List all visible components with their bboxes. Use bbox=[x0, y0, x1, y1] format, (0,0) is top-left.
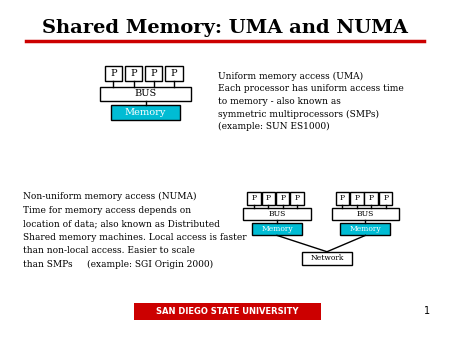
Text: P: P bbox=[150, 69, 157, 78]
FancyBboxPatch shape bbox=[105, 66, 122, 81]
Text: P: P bbox=[295, 194, 300, 202]
Text: Memory: Memory bbox=[125, 108, 166, 117]
Text: SAN DIEGO STATE UNIVERSITY: SAN DIEGO STATE UNIVERSITY bbox=[156, 307, 299, 316]
FancyBboxPatch shape bbox=[125, 66, 142, 81]
FancyBboxPatch shape bbox=[276, 192, 289, 204]
FancyBboxPatch shape bbox=[336, 192, 349, 204]
FancyBboxPatch shape bbox=[134, 303, 321, 320]
FancyBboxPatch shape bbox=[247, 192, 261, 204]
FancyBboxPatch shape bbox=[341, 223, 391, 235]
Text: P: P bbox=[354, 194, 360, 202]
Text: P: P bbox=[340, 194, 345, 202]
FancyBboxPatch shape bbox=[111, 104, 180, 120]
Text: P: P bbox=[110, 69, 117, 78]
Text: P: P bbox=[266, 194, 271, 202]
FancyBboxPatch shape bbox=[350, 192, 364, 204]
Text: Non-uniform memory access (NUMA)
Time for memory access depends on
location of d: Non-uniform memory access (NUMA) Time fo… bbox=[23, 192, 247, 269]
Text: 1: 1 bbox=[424, 306, 430, 316]
FancyBboxPatch shape bbox=[100, 87, 191, 101]
FancyBboxPatch shape bbox=[261, 192, 275, 204]
FancyBboxPatch shape bbox=[332, 209, 399, 220]
Text: BUS: BUS bbox=[268, 210, 286, 218]
FancyBboxPatch shape bbox=[252, 223, 302, 235]
Text: BUS: BUS bbox=[357, 210, 374, 218]
FancyBboxPatch shape bbox=[165, 66, 183, 81]
Text: P: P bbox=[383, 194, 388, 202]
Text: Shared Memory: UMA and NUMA: Shared Memory: UMA and NUMA bbox=[42, 19, 408, 37]
Text: Memory: Memory bbox=[261, 225, 293, 233]
Text: Memory: Memory bbox=[350, 225, 381, 233]
FancyBboxPatch shape bbox=[243, 209, 310, 220]
Text: BUS: BUS bbox=[135, 90, 157, 98]
Text: P: P bbox=[251, 194, 256, 202]
Text: Uniform memory access (UMA)
Each processor has uniform access time
to memory - a: Uniform memory access (UMA) Each process… bbox=[218, 72, 404, 131]
FancyBboxPatch shape bbox=[145, 66, 162, 81]
Text: P: P bbox=[280, 194, 285, 202]
Text: P: P bbox=[130, 69, 137, 78]
FancyBboxPatch shape bbox=[379, 192, 392, 204]
FancyBboxPatch shape bbox=[364, 192, 378, 204]
Text: P: P bbox=[171, 69, 177, 78]
FancyBboxPatch shape bbox=[290, 192, 304, 204]
Text: P: P bbox=[369, 194, 374, 202]
Text: Network: Network bbox=[310, 255, 344, 263]
FancyBboxPatch shape bbox=[302, 252, 352, 265]
